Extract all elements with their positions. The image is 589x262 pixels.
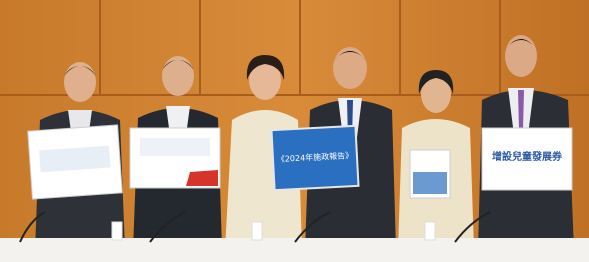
sign: 增設兒童發展券: [482, 128, 572, 190]
sign: [410, 150, 450, 198]
photo: 《2024年施政報告》 增設兒童發展券: [0, 0, 589, 262]
page: 《2024年施政報告》 增設兒童發展券 (() => { const data …: [0, 0, 589, 262]
sign: [130, 128, 220, 188]
sign-text: 增設兒童發展券: [492, 150, 563, 163]
sign: [28, 125, 123, 199]
sign: 《2024年施政報告》: [271, 126, 358, 190]
